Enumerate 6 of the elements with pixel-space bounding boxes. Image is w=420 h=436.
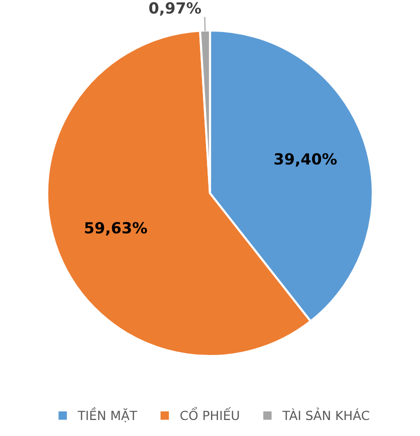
- data-label: 59,63%: [85, 222, 147, 236]
- legend-label: TÀI SẢN KHÁC: [282, 408, 370, 420]
- legend-label: TIỀN MẶT: [78, 407, 138, 422]
- data-label: 0,97%: [149, 2, 201, 16]
- legend-label: CỔ PHIẾU: [180, 406, 239, 420]
- data-label: 39,40%: [274, 153, 337, 167]
